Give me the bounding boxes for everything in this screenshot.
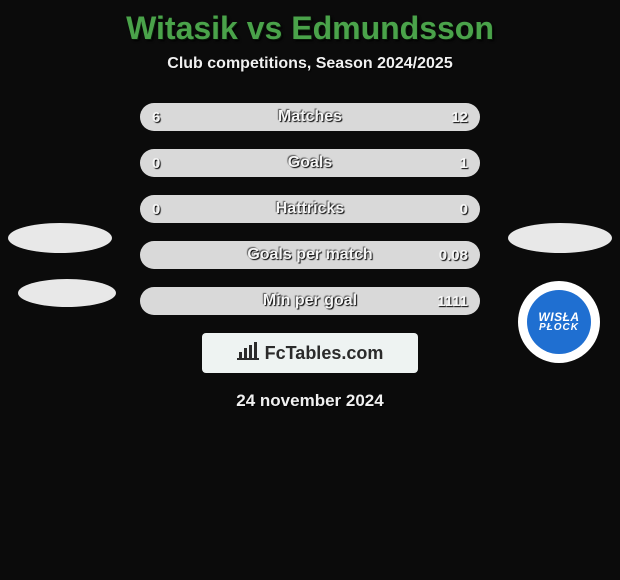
stat-label: Hattricks — [140, 195, 480, 223]
bar-chart-icon — [237, 342, 259, 365]
stat-label: Matches — [140, 103, 480, 131]
player-photo-placeholder-left-1 — [8, 223, 112, 253]
stat-row: 01Goals — [140, 149, 480, 177]
stat-row: 1111Min per goal — [140, 287, 480, 315]
brand-box: FcTables.com — [202, 333, 418, 373]
club-badge: WISŁA PŁOCK — [518, 281, 600, 363]
stat-label: Min per goal — [140, 287, 480, 315]
page-title: Witasik vs Edmundsson — [0, 0, 620, 47]
stat-label: Goals — [140, 149, 480, 177]
date-label: 24 november 2024 — [0, 391, 620, 411]
club-badge-line2: PŁOCK — [539, 323, 579, 333]
stat-row: 612Matches — [140, 103, 480, 131]
brand-text: FcTables.com — [265, 343, 384, 364]
comparison-infographic: Witasik vs Edmundsson Club competitions,… — [0, 0, 620, 580]
subtitle: Club competitions, Season 2024/2025 — [0, 55, 620, 73]
stat-label: Goals per match — [140, 241, 480, 269]
player-photo-placeholder-left-2 — [18, 279, 116, 307]
stat-row: 00Hattricks — [140, 195, 480, 223]
stats-area: WISŁA PŁOCK 612Matches01Goals00Hattricks… — [0, 103, 620, 315]
club-badge-shield: WISŁA PŁOCK — [527, 290, 591, 354]
stat-row: 0.08Goals per match — [140, 241, 480, 269]
player-photo-placeholder-right-1 — [508, 223, 612, 253]
